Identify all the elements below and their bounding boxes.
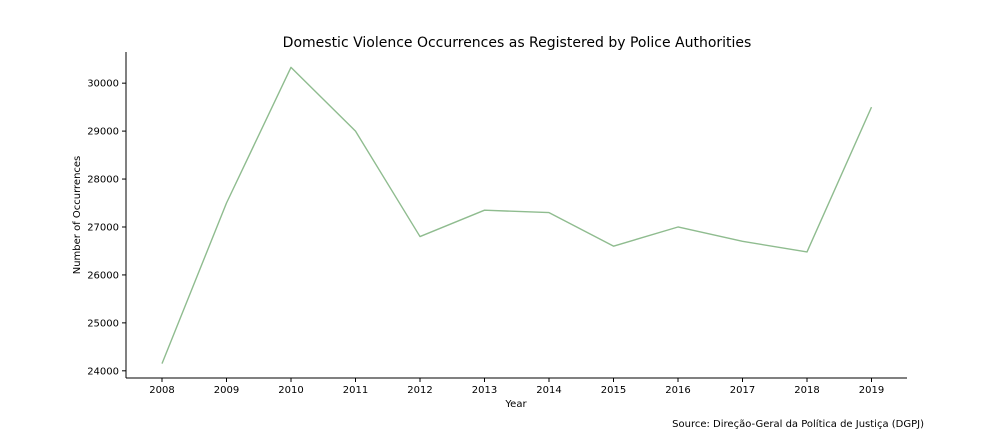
x-axis-label: Year bbox=[504, 399, 527, 410]
series-line bbox=[161, 66, 873, 364]
x-tick-label: 2010 bbox=[278, 385, 303, 396]
source-note: Source: Direção-Geral da Política de Jus… bbox=[672, 418, 924, 430]
x-tick-label: 2018 bbox=[794, 385, 819, 396]
y-tick-label: 30000 bbox=[87, 79, 119, 90]
y-tick-label: 28000 bbox=[87, 175, 119, 186]
y-tick-label: 26000 bbox=[87, 270, 119, 281]
x-tick-label: 2013 bbox=[472, 385, 497, 396]
axes bbox=[125, 52, 907, 379]
y-tick-label: 24000 bbox=[87, 366, 119, 377]
x-tick-label: 2016 bbox=[665, 385, 690, 396]
x-ticks: 2008 2009 2010 2011 2012 2013 2014 2015 2016 2017… bbox=[149, 378, 884, 396]
x-tick-label: 2017 bbox=[730, 385, 755, 396]
y-tick-label: 25000 bbox=[87, 318, 119, 329]
x-tick-label: 2019 bbox=[859, 385, 884, 396]
x-tick-label: 2008 bbox=[149, 385, 174, 396]
y-axis-label: Number of Occurrences bbox=[72, 156, 83, 275]
x-tick-label: 2014 bbox=[536, 385, 561, 396]
x-tick-label: 2012 bbox=[407, 385, 432, 396]
chart-title: Domestic Violence Occurrences as Registe… bbox=[283, 35, 752, 51]
x-tick-label: 2009 bbox=[214, 385, 239, 396]
y-tick-label: 29000 bbox=[87, 127, 119, 138]
x-tick-label: 2015 bbox=[601, 385, 626, 396]
x-tick-label: 2011 bbox=[343, 385, 368, 396]
y-tick-label: 27000 bbox=[87, 222, 119, 233]
series-layer bbox=[161, 66, 873, 364]
y-ticks: 24000 25000 26000 27000 28000 29000 30000 bbox=[87, 79, 126, 377]
